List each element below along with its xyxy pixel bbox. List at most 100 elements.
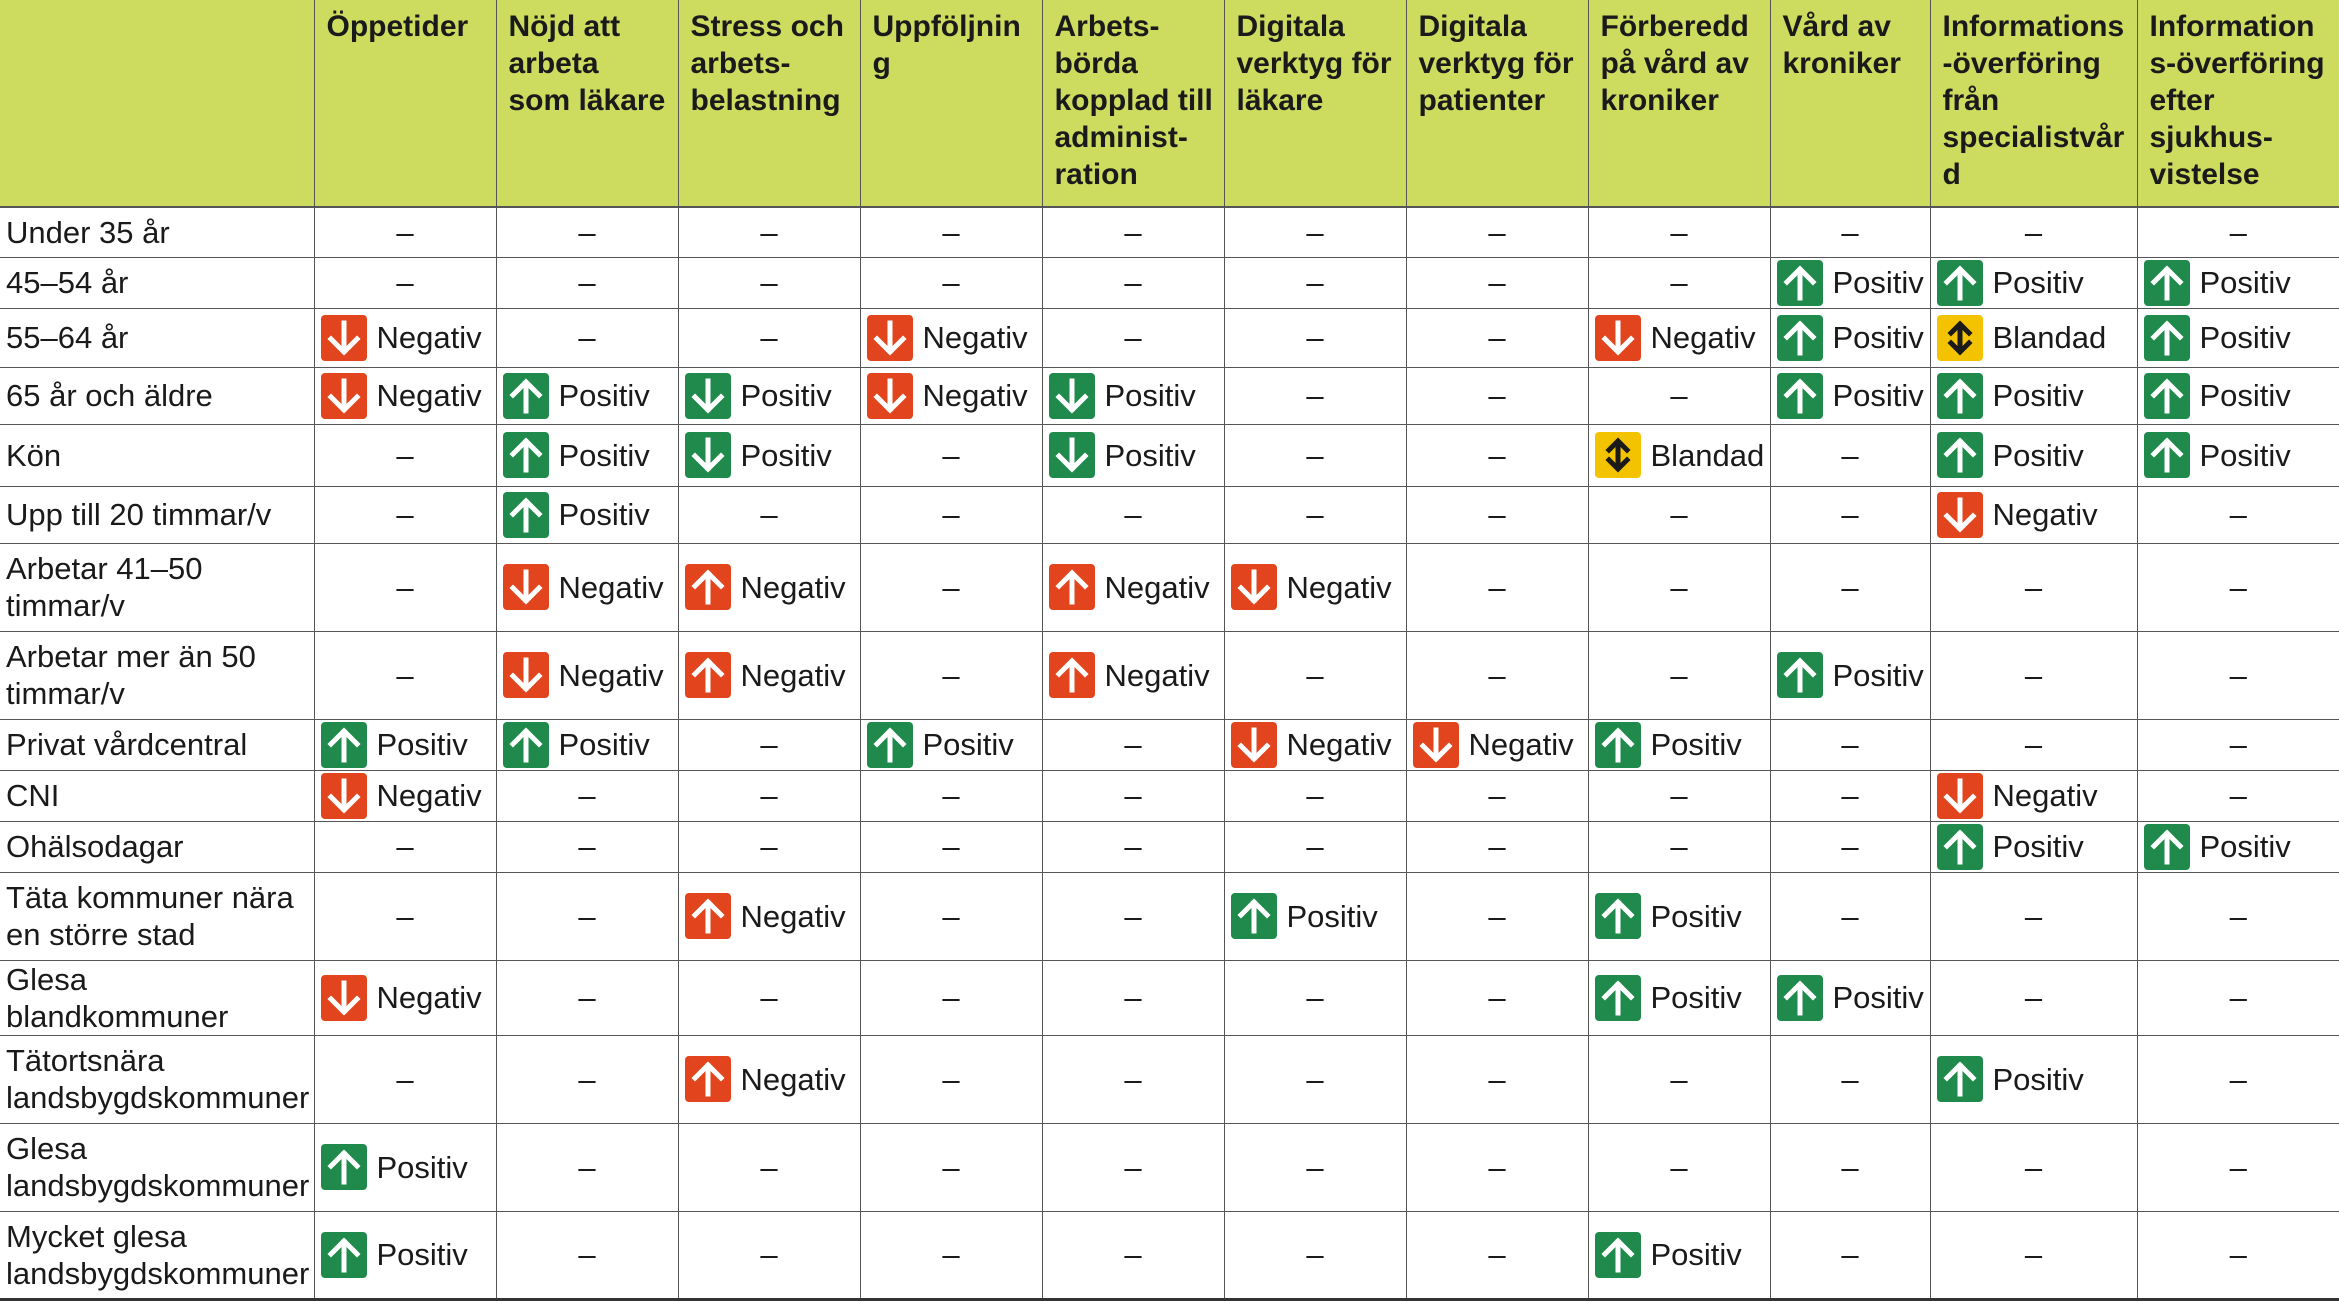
result-label: Negativ bbox=[1105, 657, 1210, 694]
empty-cell-dash: – bbox=[2137, 1123, 2339, 1211]
result-cell: Positiv bbox=[496, 367, 678, 424]
arrow-up-green-icon bbox=[1231, 893, 1277, 939]
arrow-up-green-icon bbox=[1937, 432, 1983, 478]
empty-cell-dash: – bbox=[1588, 1035, 1770, 1123]
result-label: Negativ bbox=[923, 377, 1028, 414]
result-cell: Negativ bbox=[1224, 543, 1406, 631]
row-label: Under 35 år bbox=[0, 207, 314, 257]
result-label: Negativ bbox=[1651, 319, 1756, 356]
result-label: Positiv bbox=[1993, 264, 2084, 301]
empty-cell-dash: – bbox=[1042, 719, 1224, 770]
result-value: Negativ bbox=[685, 564, 860, 610]
result-cell: Positiv bbox=[2137, 308, 2339, 367]
arrow-down-red-icon bbox=[867, 315, 913, 361]
result-label: Blandad bbox=[1651, 437, 1765, 474]
result-label: Positiv bbox=[1651, 1236, 1742, 1273]
empty-cell-dash: – bbox=[496, 821, 678, 872]
result-cell: Negativ bbox=[1042, 543, 1224, 631]
empty-cell-dash: – bbox=[1042, 1211, 1224, 1299]
result-label: Positiv bbox=[559, 496, 650, 533]
arrow-up-green-icon bbox=[1777, 373, 1823, 419]
empty-cell-dash: – bbox=[1224, 257, 1406, 308]
result-label: Positiv bbox=[1833, 657, 1924, 694]
result-cell: Positiv bbox=[1588, 719, 1770, 770]
arrow-up-green-icon bbox=[2144, 315, 2190, 361]
result-cell: Positiv bbox=[2137, 424, 2339, 486]
arrow-down-red-icon bbox=[503, 564, 549, 610]
result-value: Positiv bbox=[2144, 432, 2339, 478]
result-cell: Negativ bbox=[678, 543, 860, 631]
result-label: Negativ bbox=[377, 777, 482, 814]
empty-cell-dash: – bbox=[2137, 719, 2339, 770]
arrow-up-red-icon bbox=[685, 652, 731, 698]
result-label: Positiv bbox=[559, 437, 650, 474]
empty-cell-dash: – bbox=[314, 872, 496, 960]
result-value: Negativ bbox=[1937, 773, 2137, 819]
empty-cell-dash: – bbox=[1770, 207, 1930, 257]
row-label: 45–54 år bbox=[0, 257, 314, 308]
result-value: Negativ bbox=[1049, 564, 1224, 610]
column-header: Digitala verktyg för patienter bbox=[1406, 0, 1588, 207]
result-label: Positiv bbox=[741, 437, 832, 474]
row-label: 65 år och äldre bbox=[0, 367, 314, 424]
arrow-up-red-icon bbox=[1049, 652, 1095, 698]
result-value: Negativ bbox=[1231, 564, 1406, 610]
result-value: Positiv bbox=[685, 373, 860, 419]
result-cell: Positiv bbox=[1930, 367, 2137, 424]
result-value: Positiv bbox=[1777, 652, 1930, 698]
result-cell: Positiv bbox=[496, 486, 678, 543]
result-cell: Positiv bbox=[1042, 367, 1224, 424]
empty-cell-dash: – bbox=[1588, 367, 1770, 424]
empty-cell-dash: – bbox=[2137, 207, 2339, 257]
empty-cell-dash: – bbox=[2137, 631, 2339, 719]
result-label: Positiv bbox=[1651, 979, 1742, 1016]
result-label: Negativ bbox=[377, 377, 482, 414]
result-value: Positiv bbox=[1049, 373, 1224, 419]
result-label: Positiv bbox=[2200, 828, 2291, 865]
result-label: Negativ bbox=[377, 979, 482, 1016]
empty-cell-dash: – bbox=[1224, 631, 1406, 719]
empty-cell-dash: – bbox=[496, 1123, 678, 1211]
result-value: Positiv bbox=[685, 432, 860, 478]
result-value: Positiv bbox=[1231, 893, 1406, 939]
empty-cell-dash: – bbox=[1930, 719, 2137, 770]
result-cell: Positiv bbox=[1588, 872, 1770, 960]
result-cell: Positiv bbox=[314, 719, 496, 770]
row-label: 55–64 år bbox=[0, 308, 314, 367]
empty-cell-dash: – bbox=[860, 543, 1042, 631]
empty-cell-dash: – bbox=[860, 1035, 1042, 1123]
empty-cell-dash: – bbox=[1224, 1211, 1406, 1299]
result-cell: Negativ bbox=[314, 367, 496, 424]
empty-cell-dash: – bbox=[860, 631, 1042, 719]
arrow-up-green-icon bbox=[503, 492, 549, 538]
empty-cell-dash: – bbox=[1224, 424, 1406, 486]
result-label: Negativ bbox=[741, 1061, 846, 1098]
result-value: Positiv bbox=[503, 432, 678, 478]
result-cell: Positiv bbox=[678, 367, 860, 424]
empty-cell-dash: – bbox=[1042, 308, 1224, 367]
empty-cell-dash: – bbox=[1770, 872, 1930, 960]
empty-cell-dash: – bbox=[314, 821, 496, 872]
result-value: Positiv bbox=[503, 492, 678, 538]
empty-cell-dash: – bbox=[1042, 770, 1224, 821]
column-header: Digitala verktyg för läkare bbox=[1224, 0, 1406, 207]
empty-cell-dash: – bbox=[678, 308, 860, 367]
result-label: Positiv bbox=[2200, 437, 2291, 474]
column-header: Informations-överföring efter sjukhus-vi… bbox=[2137, 0, 2339, 207]
result-cell: Positiv bbox=[1770, 631, 1930, 719]
result-value: Positiv bbox=[321, 722, 496, 768]
empty-cell-dash: – bbox=[678, 486, 860, 543]
table-row: Upp till 20 timmar/v–Positiv–––––––Negat… bbox=[0, 486, 2339, 543]
result-cell: Negativ bbox=[496, 543, 678, 631]
result-value: Positiv bbox=[1777, 975, 1930, 1021]
empty-cell-dash: – bbox=[1224, 367, 1406, 424]
empty-cell-dash: – bbox=[1224, 770, 1406, 821]
result-value: Negativ bbox=[321, 773, 496, 819]
result-cell: Blandad bbox=[1588, 424, 1770, 486]
arrow-down-red-icon bbox=[1413, 722, 1459, 768]
result-value: Negativ bbox=[503, 652, 678, 698]
empty-cell-dash: – bbox=[1224, 486, 1406, 543]
result-cell: Positiv bbox=[1770, 367, 1930, 424]
